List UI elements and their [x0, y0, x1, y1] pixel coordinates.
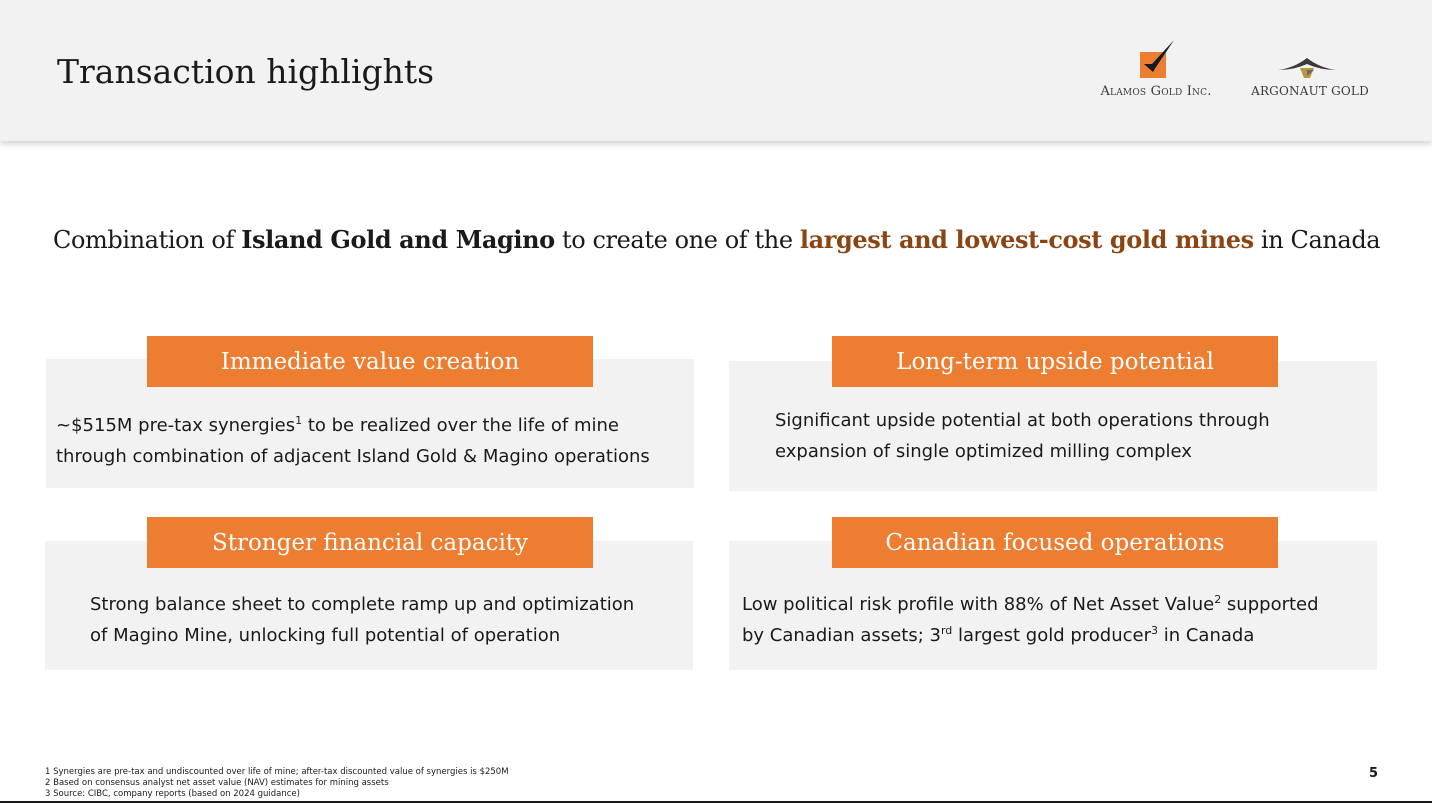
headline-bold: Island Gold and Magino — [241, 225, 555, 254]
panel-text-line: to be realized over the life of mine — [302, 415, 619, 436]
panel-text-line: Strong balance sheet to complete ramp up… — [90, 594, 635, 615]
panel-text-line: Low political risk profile with 88% of N… — [742, 594, 1215, 615]
argonaut-gold-logo-text: Argonaut Gold — [1251, 84, 1369, 98]
panel-text-line: of Magino Mine, unlocking full potential… — [90, 625, 561, 646]
footnotes: 1 Synergies are pre-tax and undiscounted… — [45, 767, 509, 800]
headline: Combination of Island Gold and Magino to… — [53, 225, 1381, 254]
panel-text-line: largest gold producer — [952, 625, 1152, 646]
panel-title-financial-capacity: Stronger financial capacity — [147, 517, 593, 568]
ordinal-suffix: rd — [940, 624, 953, 637]
headline-part1: Combination of — [53, 226, 242, 254]
panel-text-line: Significant upside potential at both ope… — [775, 410, 1270, 431]
panel-text-line: by Canadian assets; 3 — [742, 625, 941, 646]
footnote: 2 Based on consensus analyst net asset v… — [45, 778, 389, 788]
argonaut-gold-logo: Argonaut Gold — [1240, 52, 1380, 104]
panel-text-financial-capacity: Strong balance sheet to complete ramp up… — [90, 589, 634, 651]
bottom-rule — [0, 801, 1432, 803]
footnote-ref: 3 — [1151, 624, 1159, 637]
headline-part3: in Canada — [1253, 226, 1381, 254]
header-bar: Transaction highlights Alamos Gold Inc. … — [0, 0, 1432, 141]
page-title: Transaction highlights — [57, 52, 435, 91]
panel-title-long-term-upside: Long-term upside potential — [832, 336, 1278, 387]
panel-text-line: through combination of adjacent Island G… — [56, 446, 650, 467]
page-number: 5 — [1369, 766, 1379, 781]
footnote-ref: 2 — [1214, 593, 1222, 606]
footnote: 1 Synergies are pre-tax and undiscounted… — [45, 767, 509, 777]
footnote-ref: 1 — [295, 414, 303, 427]
panel-text-line: supported — [1221, 594, 1319, 615]
alamos-gold-logo-text: Alamos Gold Inc. — [1100, 84, 1212, 99]
headline-part2: to create one of the — [554, 226, 800, 254]
panel-text-line: ~$515M pre-tax synergies — [56, 415, 296, 436]
panel-text-canadian-operations: Low political risk profile with 88% of N… — [742, 589, 1319, 651]
panel-text-immediate-value: ~$515M pre-tax synergies1 to be realized… — [56, 410, 650, 472]
headline-accent: largest and lowest-cost gold mines — [799, 225, 1254, 254]
footnote: 3 Source: CIBC, company reports (based o… — [45, 789, 300, 799]
alamos-gold-logo: Alamos Gold Inc. — [1086, 38, 1226, 104]
panel-text-line: in Canada — [1158, 625, 1255, 646]
panel-text-line: expansion of single optimized milling co… — [775, 441, 1192, 462]
panel-text-long-term-upside: Significant upside potential at both ope… — [775, 405, 1270, 467]
panel-title-immediate-value: Immediate value creation — [147, 336, 593, 387]
alamos-checkmark-icon — [1140, 40, 1174, 78]
argonaut-ship-icon — [1278, 58, 1336, 78]
panel-title-canadian-operations: Canadian focused operations — [832, 517, 1278, 568]
